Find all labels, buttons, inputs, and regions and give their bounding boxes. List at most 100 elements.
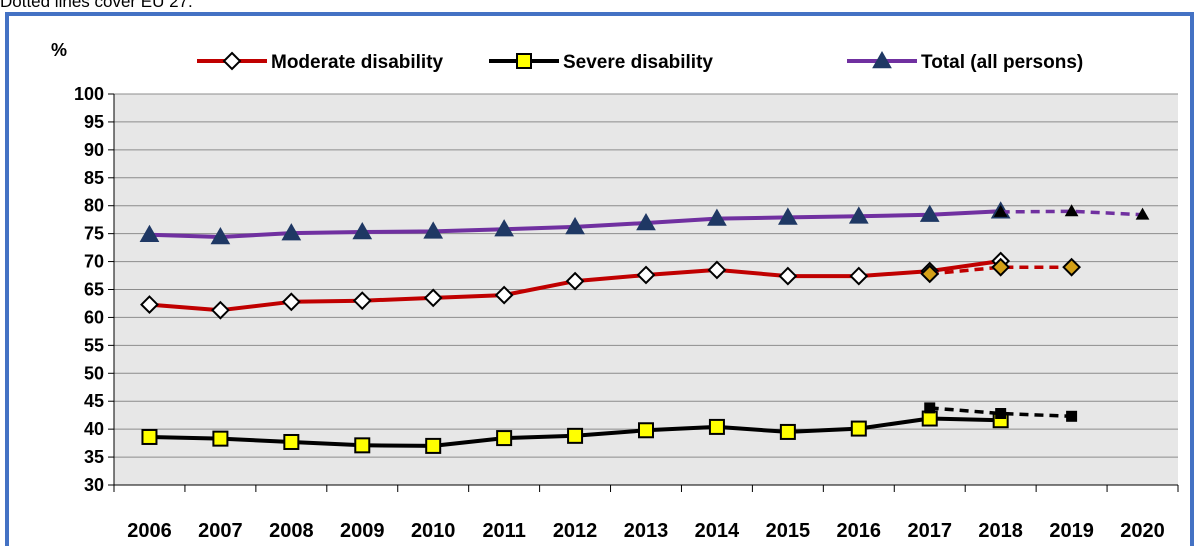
series-0-point-8: [707, 260, 727, 280]
series-0-point-5: [494, 285, 514, 305]
series-4-point-2: [1066, 410, 1078, 422]
series-5: [993, 204, 1150, 220]
series-4-point-1: [995, 408, 1007, 420]
x-tick-label-2017: 2017: [907, 520, 952, 542]
x-tick-label-2018: 2018: [978, 520, 1023, 542]
x-tick-label-2008: 2008: [269, 520, 314, 542]
series-5-point-1: [1064, 204, 1079, 217]
y-tick-label-100: 100: [74, 84, 104, 104]
series-2-point-3: [352, 221, 373, 240]
series-3-point-2: [1062, 257, 1082, 277]
series-1-point-6: [567, 427, 584, 444]
series-0-point-0: [140, 295, 159, 314]
y-tick-label-75: 75: [84, 224, 104, 244]
series-1-point-10: [850, 420, 867, 437]
x-tick-label-2012: 2012: [553, 520, 598, 542]
legend-label-2: Total (all persons): [921, 52, 1083, 73]
y-axis-unit: %: [51, 40, 67, 60]
series-2-point-6: [565, 216, 585, 235]
y-tick-label-35: 35: [84, 447, 104, 467]
series-2: [139, 201, 1011, 245]
x-tick-label-2016: 2016: [837, 520, 882, 542]
series-0: [140, 251, 1011, 320]
x-tick-label-2014: 2014: [695, 520, 740, 542]
legend-item-0: Moderate disability: [197, 51, 444, 73]
legend-marker-1: [516, 53, 532, 69]
series-1-point-11: [921, 410, 938, 427]
legend: Moderate disability Severe disability Tota…: [197, 50, 1083, 73]
y-tick-label-30: 30: [84, 475, 104, 495]
legend-marker-0: [222, 51, 242, 71]
series-3: [920, 257, 1082, 284]
series-line-4: [929, 406, 1072, 419]
series-2-point-4: [423, 221, 444, 239]
series-line-3: [929, 265, 1072, 276]
series-0-point-6: [565, 271, 585, 291]
series-4-point-0: [924, 402, 936, 414]
x-tick-label-2007: 2007: [198, 520, 243, 542]
series-2-point-9: [778, 207, 798, 225]
x-tick-label-2015: 2015: [766, 520, 811, 542]
series-0-point-3: [352, 291, 372, 311]
y-axis: 30 35 40 45 50 55 60 65 70 75 80 85 90 95 100: [74, 84, 115, 495]
x-tick-label-2020: 2020: [1120, 520, 1165, 542]
series-1-point-0: [141, 428, 158, 445]
y-tick-label-65: 65: [84, 280, 104, 300]
series-line-5: [1000, 209, 1143, 217]
series-0-point-9: [778, 266, 798, 286]
series-1-point-2: [283, 433, 300, 450]
series-2-point-10: [848, 206, 869, 224]
x-tick-label-2019: 2019: [1049, 520, 1094, 542]
series-0-point-4: [423, 288, 443, 308]
series-0-point-10: [849, 266, 869, 286]
series-2-point-8: [707, 208, 727, 226]
series-3-point-1: [991, 257, 1011, 277]
y-tick-label-55: 55: [84, 335, 104, 355]
legend-label-1: Severe disability: [563, 52, 713, 73]
x-tick-label-2011: 2011: [482, 520, 525, 542]
series-5-point-0: [993, 204, 1008, 217]
series-1: [141, 410, 1009, 454]
series-2-point-7: [636, 213, 656, 231]
series-2-point-0: [139, 224, 160, 243]
series-0-point-2: [281, 292, 301, 312]
y-tick-label-40: 40: [84, 419, 104, 439]
series-1-point-3: [354, 437, 371, 454]
series-1-point-4: [425, 437, 442, 454]
x-tick-label-2009: 2009: [340, 520, 385, 542]
x-tick-label-2006: 2006: [127, 520, 172, 542]
legend-item-1: Severe disability: [489, 52, 713, 73]
x-tick-label-2010: 2010: [411, 520, 456, 542]
series-3-point-0: [920, 264, 940, 284]
chart-frame: 2006 2007 2008 2009 2010 2011 2012 2013 2014 2015…: [5, 12, 1194, 546]
y-tick-label-60: 60: [84, 307, 104, 327]
y-tick-label-85: 85: [84, 168, 104, 188]
y-tick-label-90: 90: [84, 140, 104, 160]
series-4: [924, 402, 1078, 422]
x-axis: 2006 2007 2008 2009 2010 2011 2012 2013 2014 2015…: [113, 484, 1179, 542]
series-layer: [139, 201, 1150, 454]
series-1-point-7: [638, 422, 654, 439]
series-2-point-5: [494, 219, 514, 237]
series-5-point-2: [1135, 207, 1150, 220]
series-1-point-5: [496, 430, 513, 447]
series-1-point-8: [708, 418, 725, 435]
series-2-point-2: [281, 223, 302, 241]
line-chart: 2006 2007 2008 2009 2010 2011 2012 2013 2014 2015…: [51, 40, 1179, 542]
series-0-point-7: [636, 265, 656, 285]
series-2-point-11: [919, 204, 940, 222]
legend-label-0: Moderate disability: [271, 52, 444, 73]
series-0-point-1: [210, 300, 230, 320]
y-tick-label-80: 80: [84, 196, 104, 216]
x-tick-label-2013: 2013: [624, 520, 669, 542]
series-2-point-1: [210, 226, 231, 245]
legend-item-2: Total (all persons): [847, 50, 1083, 73]
y-tick-label-45: 45: [84, 391, 104, 411]
chart-caption: Dotted lines cover EU 27.: [0, 0, 193, 11]
y-tick-label-95: 95: [84, 112, 104, 132]
y-tick-label-70: 70: [84, 252, 104, 272]
legend-marker-2: [872, 50, 892, 69]
series-1-point-1: [212, 430, 229, 447]
series-1-point-9: [779, 423, 796, 440]
y-tick-label-50: 50: [84, 363, 104, 383]
